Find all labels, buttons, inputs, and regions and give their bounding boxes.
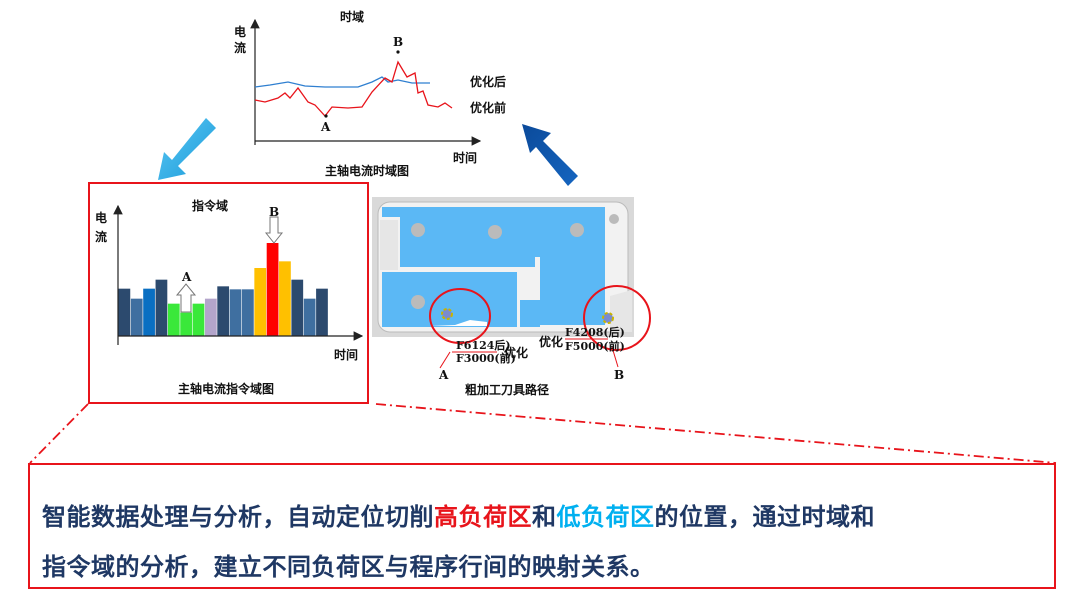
region-b-highlight (583, 285, 651, 351)
point-a-label: A (182, 270, 192, 284)
tool-path-drawing (372, 197, 651, 369)
arrow-up-left-icon (522, 124, 578, 186)
high-load-zone-text: 高负荷区 (434, 503, 532, 531)
summary-box: 智能数据处理与分析，自动定位切削高负荷区和低负荷区的位置，通过时域和 指令域的分… (28, 463, 1056, 589)
point-b-marker (396, 50, 400, 54)
region-a-highlight (429, 288, 491, 344)
y-axis-label: 电 (234, 25, 247, 39)
bar-1 (118, 288, 131, 336)
bar-17 (316, 288, 328, 336)
bar-11 (242, 289, 254, 336)
bar-3 (143, 288, 155, 336)
summary-text: 的位置，通过时域和 (654, 503, 875, 531)
tool-path-caption: 粗加工刀具路径 (465, 383, 550, 397)
y-axis-label: 流 (95, 230, 108, 244)
point-a-label: A (439, 368, 449, 382)
bar-4 (155, 279, 168, 336)
bar-16 (303, 298, 316, 336)
bar-2 (130, 298, 143, 336)
arrow-up-icon (175, 283, 197, 313)
optimize-label-a: 优化 (504, 346, 529, 360)
x-axis-label: 时间 (453, 151, 478, 165)
point-a-marker (324, 114, 328, 118)
time-domain-caption: 主轴电流时域图 (325, 164, 410, 178)
time-domain-chart (250, 18, 482, 146)
legend-before: 优化前 (470, 101, 507, 115)
tool-icon (441, 308, 453, 320)
command-domain-caption: 主轴电流指令域图 (178, 382, 275, 396)
feed-b-after: F4208(后) (565, 326, 625, 339)
bar-5 (167, 303, 180, 336)
summary-text: 智能数据处理与分析，自动定位切削 (42, 503, 434, 531)
before-optimization-line (254, 60, 453, 118)
bar-13 (266, 243, 279, 336)
summary-line-2: 指令域的分析，建立不同负荷区与程序行间的映射关系。 (42, 553, 655, 581)
y-axis-label: 电 (95, 211, 108, 225)
arrow-down-left-icon (158, 118, 216, 180)
tool-icon (602, 312, 614, 324)
bar-9 (217, 286, 230, 336)
after-optimization-line (254, 76, 430, 88)
feed-b-before: F5000(前) (565, 340, 625, 353)
bar-6 (180, 312, 192, 336)
summary-text: 和 (532, 503, 557, 531)
point-b-label: B (269, 205, 280, 219)
bar-7 (192, 303, 205, 336)
bar-12 (254, 268, 267, 336)
command-domain-frame (88, 182, 369, 404)
point-b-label: B (393, 35, 404, 49)
bar-10 (229, 289, 242, 336)
bar-14 (279, 261, 291, 336)
command-domain-bars (118, 243, 328, 336)
bar-15 (291, 279, 304, 336)
y-axis-label: 流 (234, 41, 247, 55)
point-a-label: A (321, 120, 331, 134)
x-axis-label: 时间 (334, 348, 359, 362)
time-domain-title: 时域 (340, 10, 365, 24)
bar-8 (204, 298, 217, 336)
arrow-down-icon (264, 216, 284, 244)
low-load-zone-text: 低负荷区 (556, 503, 655, 531)
connector-line (375, 403, 1057, 464)
feed-a-after: F6124后) (456, 339, 511, 352)
optimize-label-b: 优化 (539, 335, 564, 349)
point-b-label: B (614, 368, 625, 382)
connector-line (29, 403, 89, 464)
summary-line-1: 智能数据处理与分析，自动定位切削高负荷区和低负荷区的位置，通过时域和 (42, 497, 875, 532)
feed-a-before: F3000(前) (456, 352, 516, 365)
command-domain-title: 指令域 (192, 199, 229, 213)
legend-after: 优化后 (470, 75, 507, 89)
